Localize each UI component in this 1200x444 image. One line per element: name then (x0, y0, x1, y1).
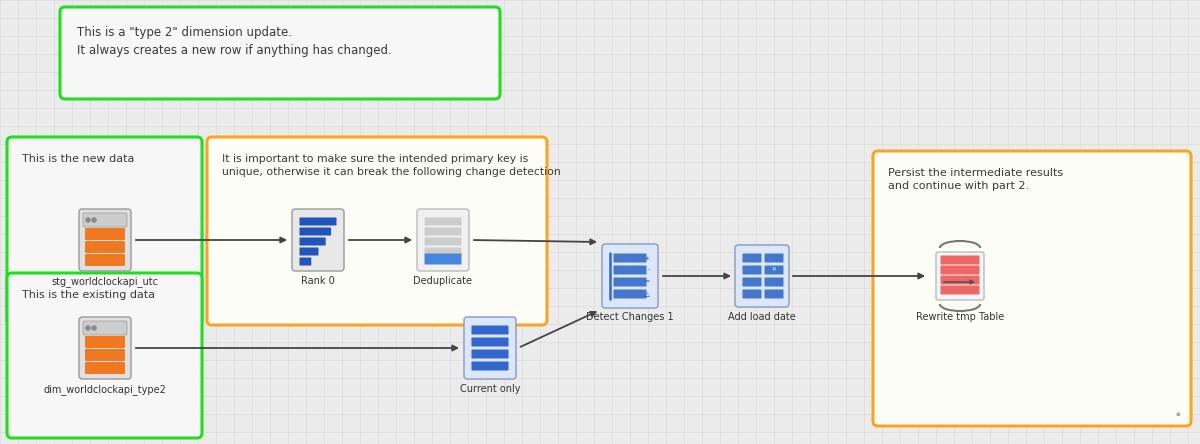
FancyBboxPatch shape (472, 337, 509, 346)
FancyBboxPatch shape (425, 254, 462, 265)
FancyBboxPatch shape (613, 278, 647, 286)
Text: Persist the intermediate results
and continue with part 2.: Persist the intermediate results and con… (888, 168, 1063, 191)
FancyBboxPatch shape (425, 247, 462, 255)
FancyBboxPatch shape (79, 317, 131, 379)
Text: It is important to make sure the intended primary key is
unique, otherwise it ca: It is important to make sure the intende… (222, 154, 560, 177)
FancyBboxPatch shape (7, 137, 202, 325)
FancyBboxPatch shape (764, 254, 784, 262)
FancyBboxPatch shape (941, 266, 979, 274)
FancyBboxPatch shape (936, 252, 984, 300)
Circle shape (86, 326, 90, 330)
FancyBboxPatch shape (300, 227, 331, 235)
Text: stg_worldclockapi_utc: stg_worldclockapi_utc (52, 276, 158, 287)
FancyBboxPatch shape (85, 362, 125, 374)
FancyBboxPatch shape (764, 289, 784, 298)
FancyBboxPatch shape (85, 336, 125, 348)
FancyBboxPatch shape (464, 317, 516, 379)
FancyBboxPatch shape (602, 244, 658, 308)
FancyBboxPatch shape (743, 278, 762, 286)
FancyBboxPatch shape (941, 255, 979, 265)
FancyBboxPatch shape (472, 361, 509, 370)
Text: Detect Changes 1: Detect Changes 1 (586, 312, 674, 322)
Text: +: + (644, 255, 650, 261)
FancyBboxPatch shape (764, 278, 784, 286)
FancyBboxPatch shape (743, 266, 762, 274)
FancyBboxPatch shape (743, 254, 762, 262)
FancyBboxPatch shape (300, 258, 311, 266)
Text: -: - (648, 267, 650, 273)
FancyBboxPatch shape (300, 247, 318, 255)
FancyBboxPatch shape (425, 218, 462, 226)
FancyBboxPatch shape (425, 238, 462, 246)
FancyBboxPatch shape (941, 275, 979, 285)
FancyBboxPatch shape (292, 209, 344, 271)
FancyBboxPatch shape (734, 245, 790, 307)
Text: dim_worldclockapi_type2: dim_worldclockapi_type2 (43, 384, 167, 395)
Text: ▪: ▪ (1175, 411, 1180, 417)
Circle shape (92, 218, 96, 222)
Text: =: = (644, 280, 650, 285)
Text: △: △ (646, 292, 650, 297)
FancyBboxPatch shape (472, 325, 509, 334)
Circle shape (92, 326, 96, 330)
FancyBboxPatch shape (85, 241, 125, 253)
FancyBboxPatch shape (300, 238, 325, 246)
FancyBboxPatch shape (764, 266, 784, 274)
Text: ✕: ✕ (772, 267, 776, 273)
FancyBboxPatch shape (83, 213, 127, 227)
FancyBboxPatch shape (613, 254, 647, 262)
FancyBboxPatch shape (418, 209, 469, 271)
Text: This is a "type 2" dimension update.
It always creates a new row if anything has: This is a "type 2" dimension update. It … (77, 26, 391, 57)
FancyBboxPatch shape (613, 289, 647, 298)
FancyBboxPatch shape (79, 209, 131, 271)
FancyBboxPatch shape (613, 266, 647, 274)
Text: This is the existing data: This is the existing data (22, 290, 155, 300)
FancyBboxPatch shape (425, 227, 462, 235)
FancyBboxPatch shape (874, 151, 1190, 426)
FancyBboxPatch shape (300, 218, 336, 226)
Text: Rewrite tmp Table: Rewrite tmp Table (916, 312, 1004, 322)
FancyBboxPatch shape (85, 228, 125, 240)
FancyBboxPatch shape (85, 349, 125, 361)
FancyBboxPatch shape (7, 273, 202, 438)
Text: Deduplicate: Deduplicate (414, 276, 473, 286)
FancyBboxPatch shape (60, 7, 500, 99)
FancyBboxPatch shape (85, 254, 125, 266)
Circle shape (86, 218, 90, 222)
FancyBboxPatch shape (208, 137, 547, 325)
FancyBboxPatch shape (743, 289, 762, 298)
FancyBboxPatch shape (472, 349, 509, 358)
Text: Add load date: Add load date (728, 312, 796, 322)
FancyBboxPatch shape (83, 321, 127, 335)
FancyBboxPatch shape (941, 285, 979, 294)
Text: Rank 0: Rank 0 (301, 276, 335, 286)
Text: This is the new data: This is the new data (22, 154, 134, 164)
Text: Current only: Current only (460, 384, 521, 394)
